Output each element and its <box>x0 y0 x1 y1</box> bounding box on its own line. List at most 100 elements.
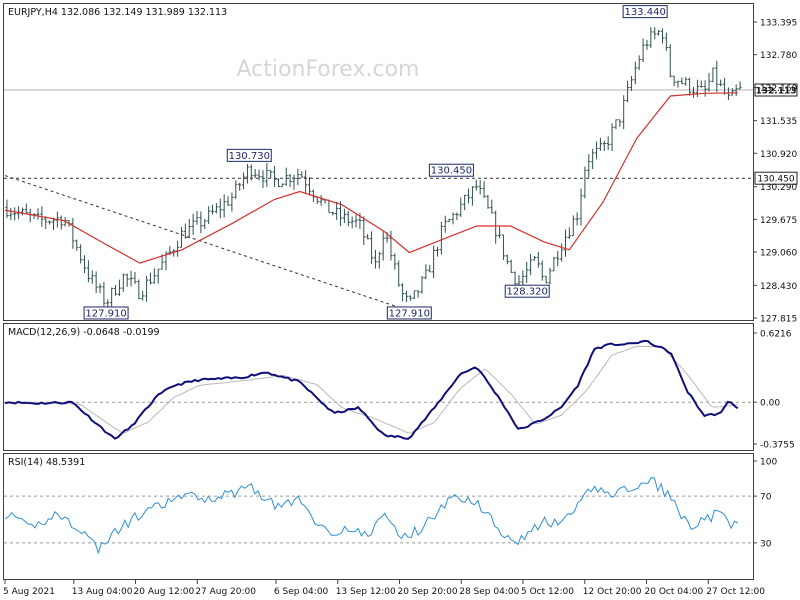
price-bar <box>633 61 637 85</box>
x-tick-label: 13 Sep 12:00 <box>336 587 396 597</box>
price-bar <box>567 227 571 240</box>
x-tick-label: 27 Aug 20:00 <box>195 587 256 597</box>
rsi-tick-label: 70 <box>760 493 772 503</box>
watermark: ActionForex.com <box>237 57 420 82</box>
price-bar <box>59 215 63 230</box>
price-bar <box>548 267 552 285</box>
price-bar <box>645 39 649 50</box>
svg-text:130.450: 130.450 <box>431 166 472 177</box>
price-bar <box>280 183 284 188</box>
price-bar <box>474 179 478 191</box>
price-bar <box>451 212 455 225</box>
svg-text:127.910: 127.910 <box>85 308 126 319</box>
price-bar <box>602 140 606 152</box>
price-bar <box>691 86 696 98</box>
price-bar <box>420 276 424 294</box>
price-bar <box>699 80 703 88</box>
price-bar <box>319 195 323 206</box>
price-bar <box>381 230 385 261</box>
price-bar <box>610 123 614 152</box>
price-tick-label: 130.290 <box>760 183 797 193</box>
price-bar <box>350 216 354 229</box>
price-bar <box>622 95 626 130</box>
x-tick-label: 27 Oct 12:00 <box>706 587 765 597</box>
price-bar <box>304 170 308 194</box>
price-bar <box>377 251 381 269</box>
price-bar <box>335 201 339 221</box>
price-bar <box>226 196 230 207</box>
price-bar <box>560 243 564 262</box>
price-bar <box>214 203 219 214</box>
svg-text:133.440: 133.440 <box>624 7 665 18</box>
rsi-tick-label: 100 <box>760 458 777 468</box>
price-bar <box>71 217 75 249</box>
price-bar <box>241 172 246 190</box>
x-tick-label: 6 Sep 04:00 <box>274 587 329 597</box>
macd-line <box>4 339 739 440</box>
price-bar <box>183 223 187 239</box>
price-bar <box>521 270 525 286</box>
price-bar <box>734 84 738 96</box>
price-bar <box>443 215 447 233</box>
price-bar <box>459 197 463 217</box>
price-bar <box>346 210 350 227</box>
price-bar <box>660 28 665 44</box>
price-bar <box>195 211 199 225</box>
price-bar <box>51 217 56 230</box>
price-bar <box>79 244 83 264</box>
price-panel-frame <box>3 3 754 321</box>
price-bar <box>90 270 94 284</box>
x-tick-label: 28 Sep 04:00 <box>459 587 519 597</box>
price-bar <box>618 119 622 127</box>
price-bar <box>575 212 579 226</box>
price-tick-label: 133.395 <box>760 19 797 29</box>
price-bar <box>641 38 645 63</box>
price-header: EURJPY,H4 132.086 132.149 131.989 132.11… <box>8 7 227 18</box>
price-bar <box>478 179 482 195</box>
price-annotation: 128.320 <box>504 284 550 298</box>
price-bar <box>191 213 195 235</box>
price-bar <box>571 215 575 237</box>
price-bar <box>342 208 347 223</box>
rsi-tick-label: 30 <box>760 539 772 549</box>
price-bar <box>144 275 149 302</box>
price-bar <box>408 295 412 301</box>
price-bar <box>625 80 630 103</box>
price-bar <box>110 287 114 310</box>
x-tick-label: 5 Oct 12:00 <box>521 587 574 597</box>
price-bar <box>129 270 133 287</box>
price-annotation: 127.910 <box>83 306 129 320</box>
rsi-line <box>4 477 739 555</box>
price-bar <box>556 250 560 267</box>
x-tick-label: 20 Aug 12:00 <box>134 587 195 597</box>
price-bar <box>13 207 17 221</box>
price-bar <box>707 73 711 92</box>
price-bar <box>497 226 502 239</box>
price-bar <box>490 199 494 214</box>
price-bar <box>606 136 610 150</box>
price-bar <box>354 214 358 228</box>
price-bar <box>199 211 203 234</box>
price-bar <box>505 254 509 265</box>
price-bar <box>397 260 401 287</box>
svg-text:128.320: 128.320 <box>507 287 548 298</box>
price-bar <box>98 283 102 294</box>
price-bar <box>160 254 164 270</box>
price-bar <box>447 218 451 223</box>
price-bar <box>86 260 90 283</box>
price-tick-label: 128.430 <box>760 282 797 292</box>
price-bar <box>234 180 238 199</box>
price-annotation: 130.730 <box>226 148 272 162</box>
macd-tick-label: -0.3755 <box>760 441 795 451</box>
rsi-header: RSI(14) 48.5391 <box>8 457 85 468</box>
price-bar <box>680 77 684 85</box>
price-bar <box>125 273 129 287</box>
x-tick-label: 20 Sep 20:00 <box>397 587 457 597</box>
price-bar <box>470 186 475 206</box>
price-bar <box>148 272 153 285</box>
price-bar <box>230 192 234 212</box>
rsi-panel-frame <box>3 453 754 580</box>
price-bar <box>369 231 374 264</box>
macd-header: MACD(12,26,9) -0.0648 -0.0199 <box>8 327 160 338</box>
svg-text:127.910: 127.910 <box>389 308 430 319</box>
